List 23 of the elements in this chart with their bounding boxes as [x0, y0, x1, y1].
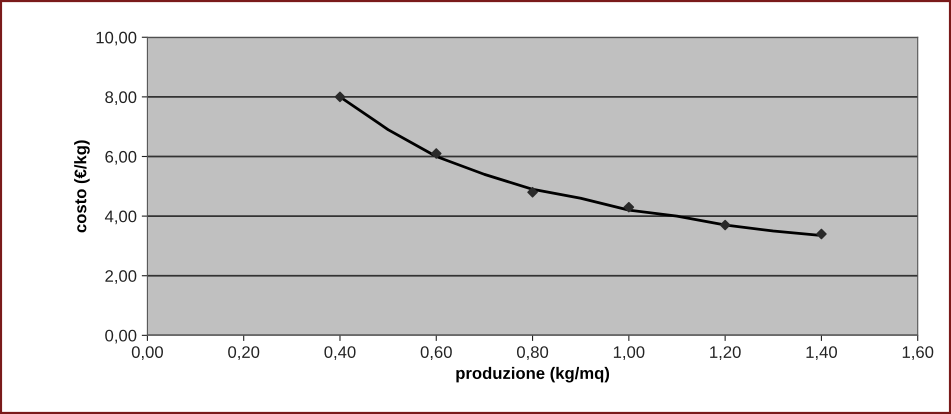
x-tick-label: 1,60 [902, 346, 934, 360]
point [624, 202, 634, 212]
x-tick-label: 0,00 [132, 346, 163, 360]
x-tick-label: 1,40 [806, 346, 837, 360]
x-axis-title: produzione (kg/mq) [456, 366, 610, 382]
point [720, 220, 730, 230]
point [816, 228, 827, 240]
x-tick-label: 0,40 [324, 346, 356, 360]
y-tick-label: 6,00 [105, 150, 136, 165]
y-tick-label: 0,00 [105, 330, 136, 344]
y-tick-label: 8,00 [105, 91, 136, 106]
x-tick-label: 1,00 [614, 346, 644, 360]
point [527, 186, 538, 198]
x-tick-label: 1,20 [710, 346, 741, 360]
x-tick-label: 0,80 [516, 346, 548, 360]
x-tick-label: 0,20 [228, 346, 260, 360]
x-tick-label: 0,60 [420, 346, 452, 360]
y-tick-label: 4,00 [104, 210, 136, 224]
point [430, 148, 442, 159]
y-tick-label: 10,00 [96, 32, 136, 46]
y-tick-label: 2,00 [105, 270, 136, 284]
y-axis-title: costo (€/kg) [74, 140, 90, 232]
point [334, 92, 346, 102]
